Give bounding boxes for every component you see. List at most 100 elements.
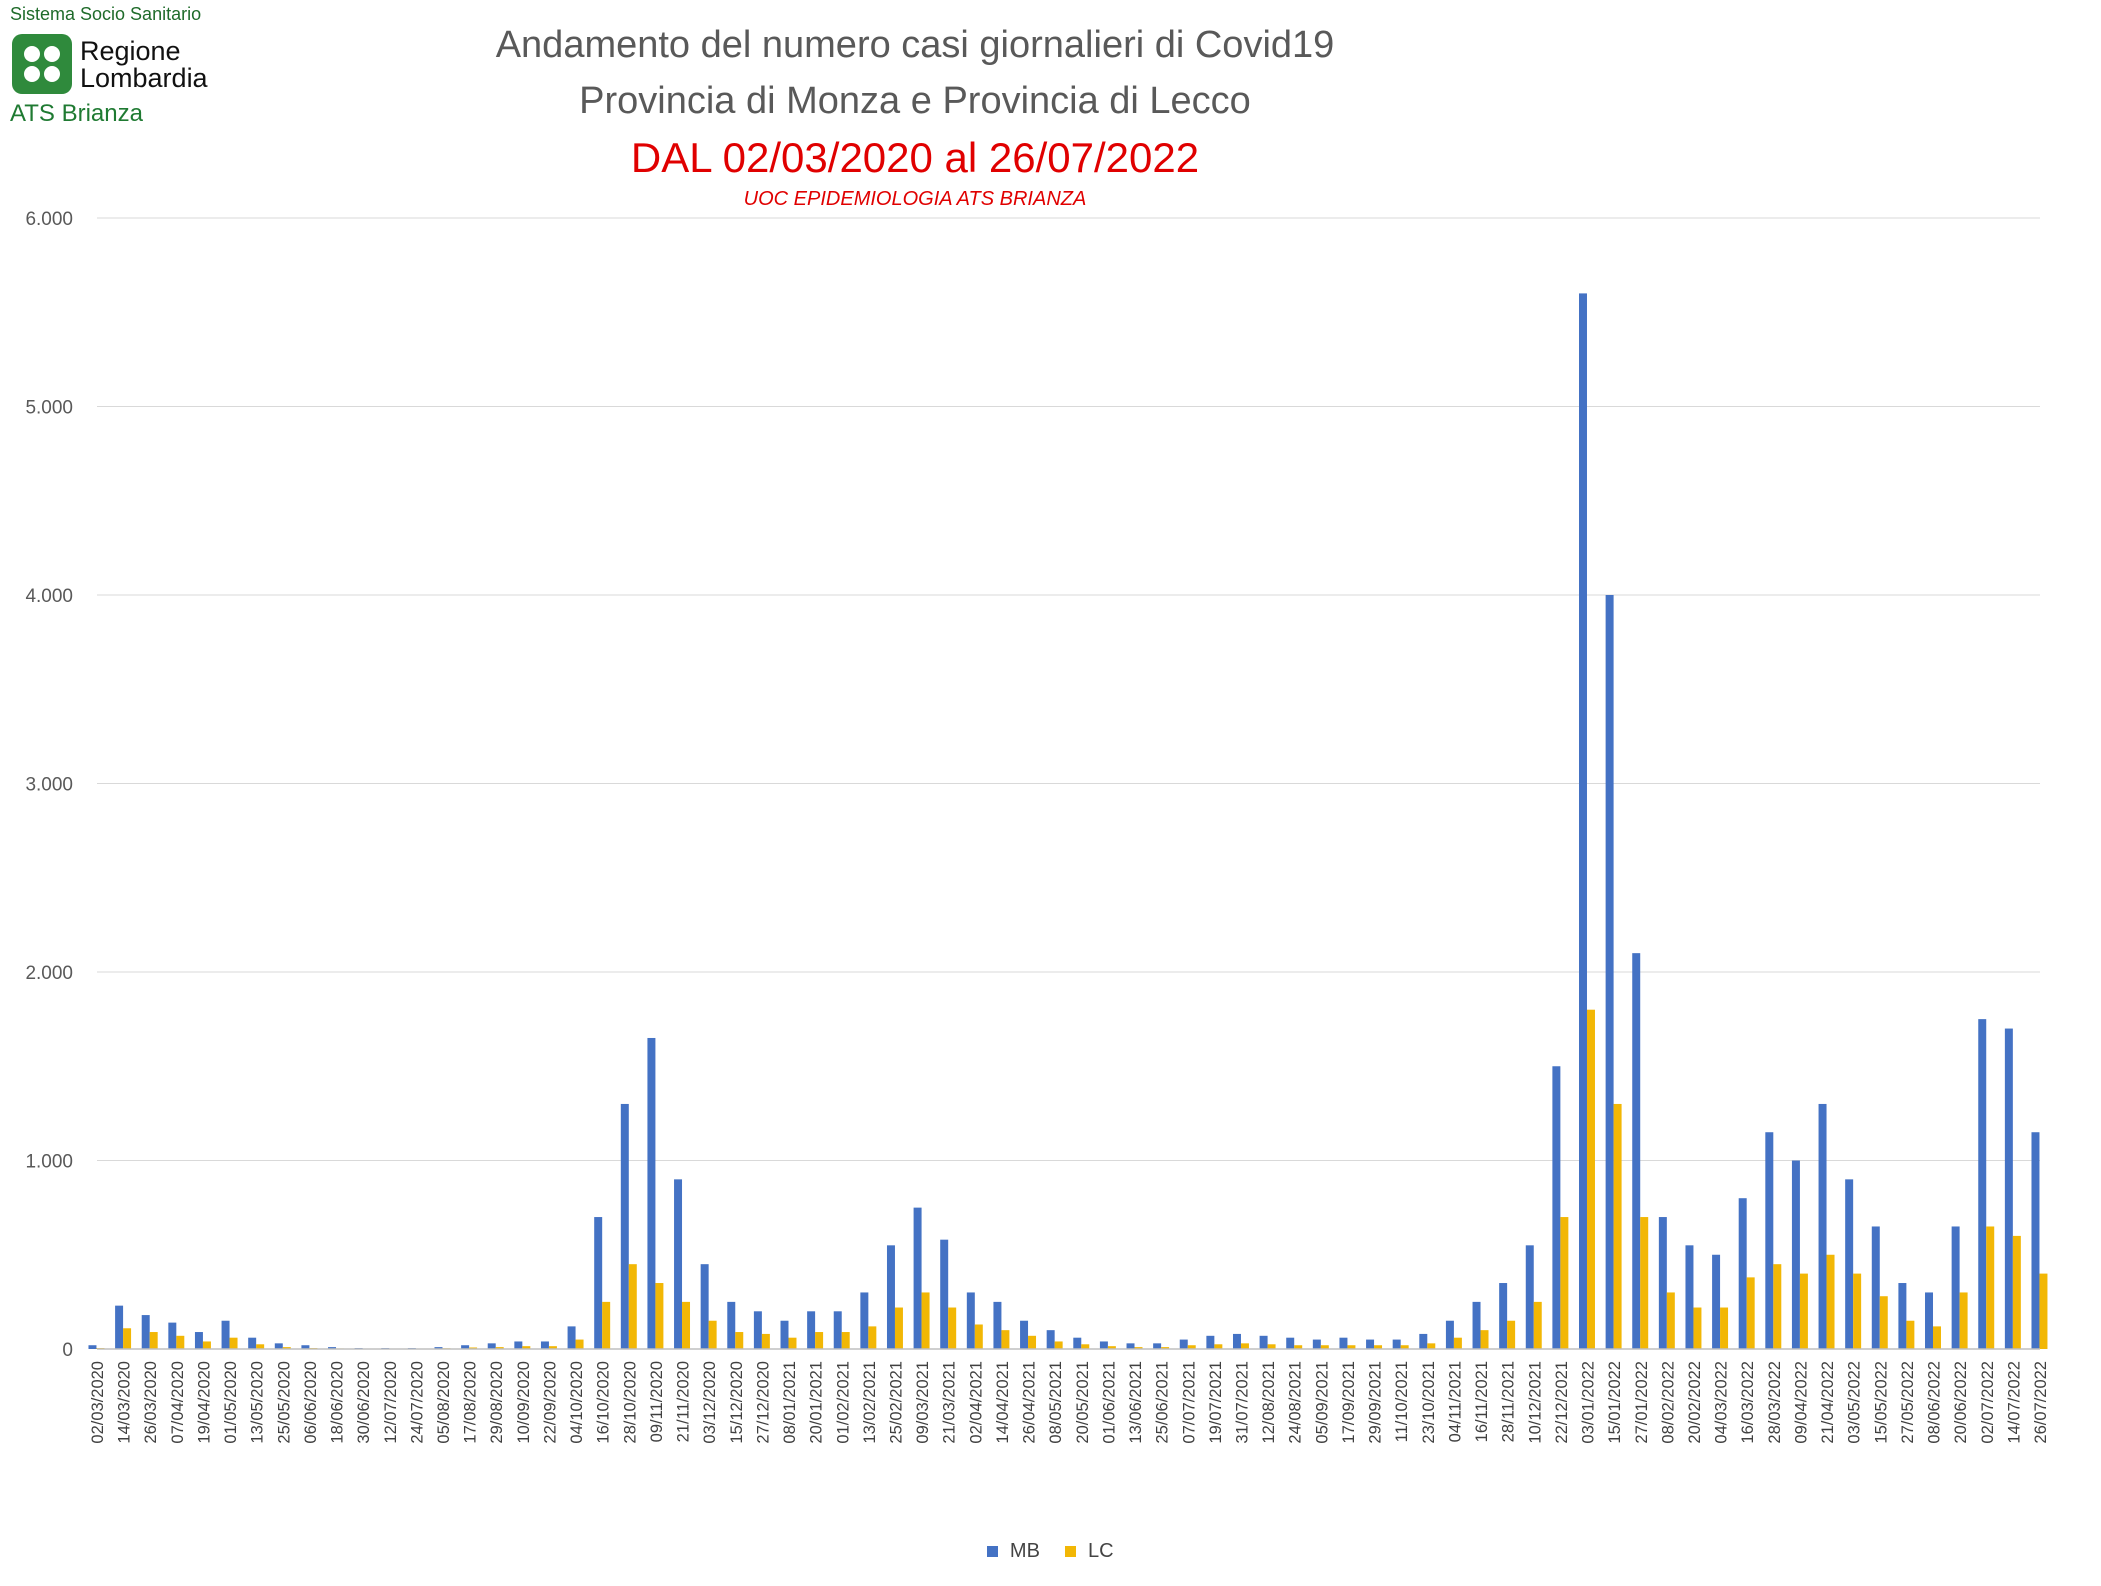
bar-lc xyxy=(123,1328,132,1349)
bar-mb xyxy=(886,1245,895,1349)
chart-note: UOC EPIDEMIOLOGIA ATS BRIANZA xyxy=(743,188,1087,210)
bar-lc xyxy=(1959,1292,1968,1349)
x-tick-label: 14/04/2021 xyxy=(994,1361,1012,1444)
bar-mb xyxy=(966,1292,975,1349)
x-tick-label: 31/07/2021 xyxy=(1234,1361,1252,1444)
bar-lc xyxy=(1533,1301,1542,1349)
x-tick-label: 13/02/2021 xyxy=(861,1361,879,1444)
x-tick-label: 03/12/2020 xyxy=(701,1361,719,1444)
x-tick-label: 04/11/2021 xyxy=(1446,1361,1464,1442)
bar-lc xyxy=(2012,1235,2021,1349)
x-tick-label: 08/01/2021 xyxy=(781,1361,799,1444)
bar-lc xyxy=(1480,1330,1489,1349)
bar-lc xyxy=(1374,1345,1383,1349)
x-tick-label: 25/02/2021 xyxy=(887,1361,905,1444)
bar-lc xyxy=(1666,1292,1675,1349)
bar-mb xyxy=(328,1347,337,1349)
chart-title-line-1: Andamento del numero casi giornalieri di… xyxy=(495,24,1335,66)
bar-lc xyxy=(1773,1264,1782,1349)
bar-mb xyxy=(88,1345,97,1349)
legend-label-lc: LC xyxy=(1088,1540,1114,1562)
bar-mb xyxy=(833,1311,842,1349)
chart-subtitle: DAL 02/03/2020 al 26/07/2022 xyxy=(630,134,1200,181)
bar-mb xyxy=(860,1292,869,1349)
bar-mb xyxy=(1712,1254,1721,1349)
x-tick-label: 16/03/2022 xyxy=(1739,1361,1757,1444)
bar-mb xyxy=(1392,1339,1401,1349)
bar-mb xyxy=(194,1332,203,1349)
bar-lc xyxy=(1906,1320,1915,1349)
bar-lc xyxy=(1214,1344,1223,1349)
legend-swatch-mb xyxy=(987,1546,999,1558)
x-tick-label: 15/01/2022 xyxy=(1606,1361,1624,1444)
x-tick-label: 21/11/2020 xyxy=(675,1361,693,1442)
x-tick-label: 08/05/2021 xyxy=(1047,1361,1065,1444)
bar-lc xyxy=(1853,1273,1862,1349)
x-tick-label: 22/12/2021 xyxy=(1553,1361,1571,1444)
x-tick-label: 09/04/2022 xyxy=(1792,1361,1810,1444)
bar-mb xyxy=(115,1305,124,1349)
x-tick-label: 29/09/2021 xyxy=(1367,1361,1385,1444)
bar-lc xyxy=(2039,1273,2048,1349)
bar-mb xyxy=(647,1037,656,1349)
bar-mb xyxy=(1339,1337,1348,1349)
bar-lc xyxy=(1933,1326,1941,1349)
bar-mb xyxy=(1978,1019,1987,1349)
x-tick-label: 01/02/2021 xyxy=(834,1361,852,1444)
x-tick-label: 25/06/2021 xyxy=(1154,1361,1172,1444)
bar-lc xyxy=(921,1292,930,1349)
bar-lc xyxy=(894,1307,903,1349)
bar-lc xyxy=(1054,1341,1063,1349)
x-tick-label: 05/09/2021 xyxy=(1313,1361,1331,1444)
x-tick-label: 22/09/2020 xyxy=(541,1361,559,1444)
y-tick-label: 0 xyxy=(62,1340,73,1361)
x-tick-label: 26/07/2022 xyxy=(2032,1361,2050,1444)
x-tick-label: 06/06/2020 xyxy=(302,1361,320,1444)
bar-lc xyxy=(1453,1337,1462,1349)
x-tick-label: 14/03/2020 xyxy=(116,1361,134,1444)
x-tick-label: 26/04/2021 xyxy=(1021,1361,1039,1444)
bar-mb xyxy=(1366,1339,1375,1349)
bar-lc xyxy=(1640,1217,1649,1349)
bar-lc xyxy=(256,1344,265,1349)
bar-lc xyxy=(149,1332,158,1349)
x-tick-label: 28/03/2022 xyxy=(1766,1361,1784,1444)
bar-mb xyxy=(1738,1198,1747,1349)
x-tick-label: 25/05/2020 xyxy=(275,1361,293,1444)
regione-lombardia-icon xyxy=(12,34,72,94)
bar-mb xyxy=(487,1343,496,1349)
bar-mb xyxy=(1073,1337,1082,1349)
legend-swatch-lc xyxy=(1065,1546,1077,1558)
bar-mb xyxy=(1259,1335,1268,1349)
bar-lc xyxy=(1879,1296,1888,1349)
bar-lc xyxy=(202,1341,211,1349)
x-tick-label: 11/10/2021 xyxy=(1393,1361,1411,1442)
legend-label-mb: MB xyxy=(1009,1540,1040,1562)
x-tick-label: 19/04/2020 xyxy=(195,1361,213,1444)
bar-lc xyxy=(602,1301,611,1349)
bar-lc xyxy=(761,1333,770,1349)
bar-mb xyxy=(1552,1066,1561,1349)
x-tick-label: 27/05/2022 xyxy=(1899,1361,1917,1444)
bar-mb xyxy=(1632,953,1641,1349)
bar-mb xyxy=(1871,1226,1880,1349)
x-tick-label: 27/12/2020 xyxy=(754,1361,772,1444)
bar-mb xyxy=(913,1207,922,1349)
bar-mb xyxy=(1765,1132,1774,1349)
x-tick-label: 02/04/2021 xyxy=(967,1361,985,1444)
bar-lc xyxy=(1693,1307,1702,1349)
x-tick-label: 28/10/2020 xyxy=(621,1361,639,1444)
bar-lc xyxy=(735,1332,744,1349)
x-tick-label: 14/07/2022 xyxy=(2005,1361,2023,1444)
legend-item-lc: LC xyxy=(1065,1540,1114,1563)
bar-lc xyxy=(1613,1103,1622,1349)
x-tick-label: 10/12/2021 xyxy=(1526,1361,1544,1444)
logo-name-line1: Regione xyxy=(80,36,181,66)
y-tick-label: 2.000 xyxy=(25,963,73,984)
x-tick-label: 09/03/2021 xyxy=(914,1361,932,1444)
bar-mb xyxy=(620,1103,629,1349)
x-tick-label: 21/03/2021 xyxy=(941,1361,959,1444)
bar-mb xyxy=(1419,1333,1428,1349)
x-tick-label: 18/06/2020 xyxy=(329,1361,347,1444)
